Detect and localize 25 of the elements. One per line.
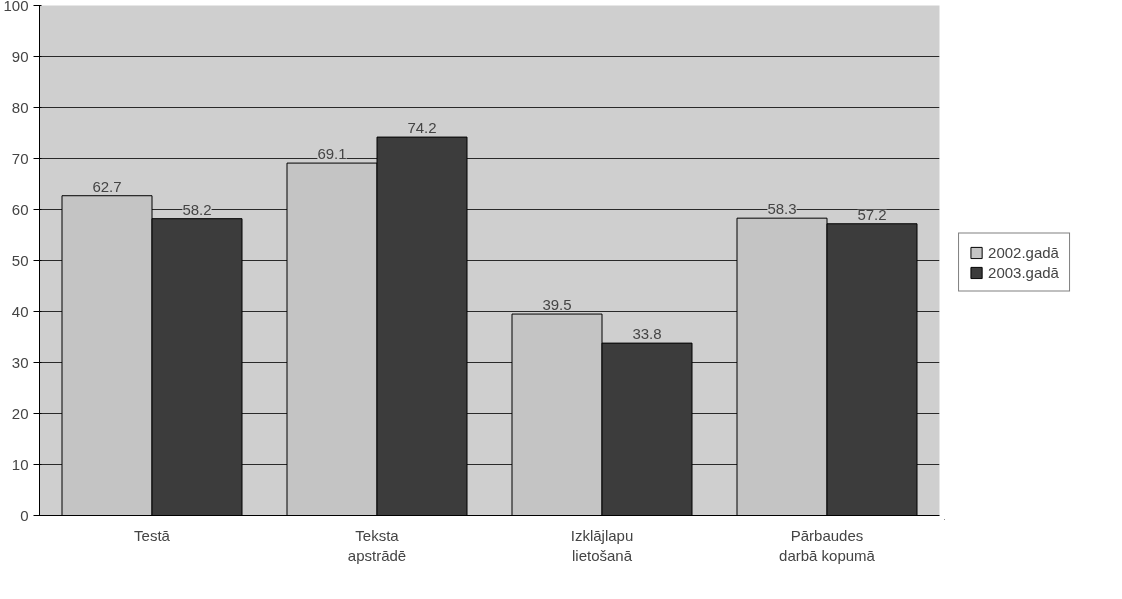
x-tick-label: Izklājlapu lietošanā xyxy=(570,526,634,564)
data-label: 58.3 xyxy=(767,200,797,218)
data-label: 62.7 xyxy=(92,177,122,195)
data-label: 33.8 xyxy=(632,325,662,343)
legend-label: 2003.gadā xyxy=(988,263,1059,281)
y-tick-label: 10 xyxy=(11,455,29,473)
data-label: 58.2 xyxy=(182,200,212,218)
y-tick-label: 40 xyxy=(11,302,29,320)
y-tick-label: 100 xyxy=(3,0,29,14)
data-label: 57.2 xyxy=(857,205,887,223)
legend-label: 2002.gadā xyxy=(988,243,1059,261)
x-tick-label: Teksta apstrādē xyxy=(347,526,407,564)
y-tick-label: 70 xyxy=(11,149,29,167)
x-tick-label: Pārbaudes darbā kopumā xyxy=(779,526,876,564)
y-tick-label: 90 xyxy=(11,47,29,65)
y-tick-label: 0 xyxy=(20,506,29,524)
x-tick-label: Testā xyxy=(134,526,171,544)
data-label: 39.5 xyxy=(542,296,572,314)
y-tick-label: 30 xyxy=(11,353,29,371)
y-tick-label: 80 xyxy=(11,98,29,116)
data-label: 74.2 xyxy=(407,119,437,137)
y-tick-label: 50 xyxy=(11,251,29,269)
y-tick-label: 20 xyxy=(11,404,29,422)
data-label: 69.1 xyxy=(317,145,347,163)
y-tick-label: 60 xyxy=(11,200,29,218)
